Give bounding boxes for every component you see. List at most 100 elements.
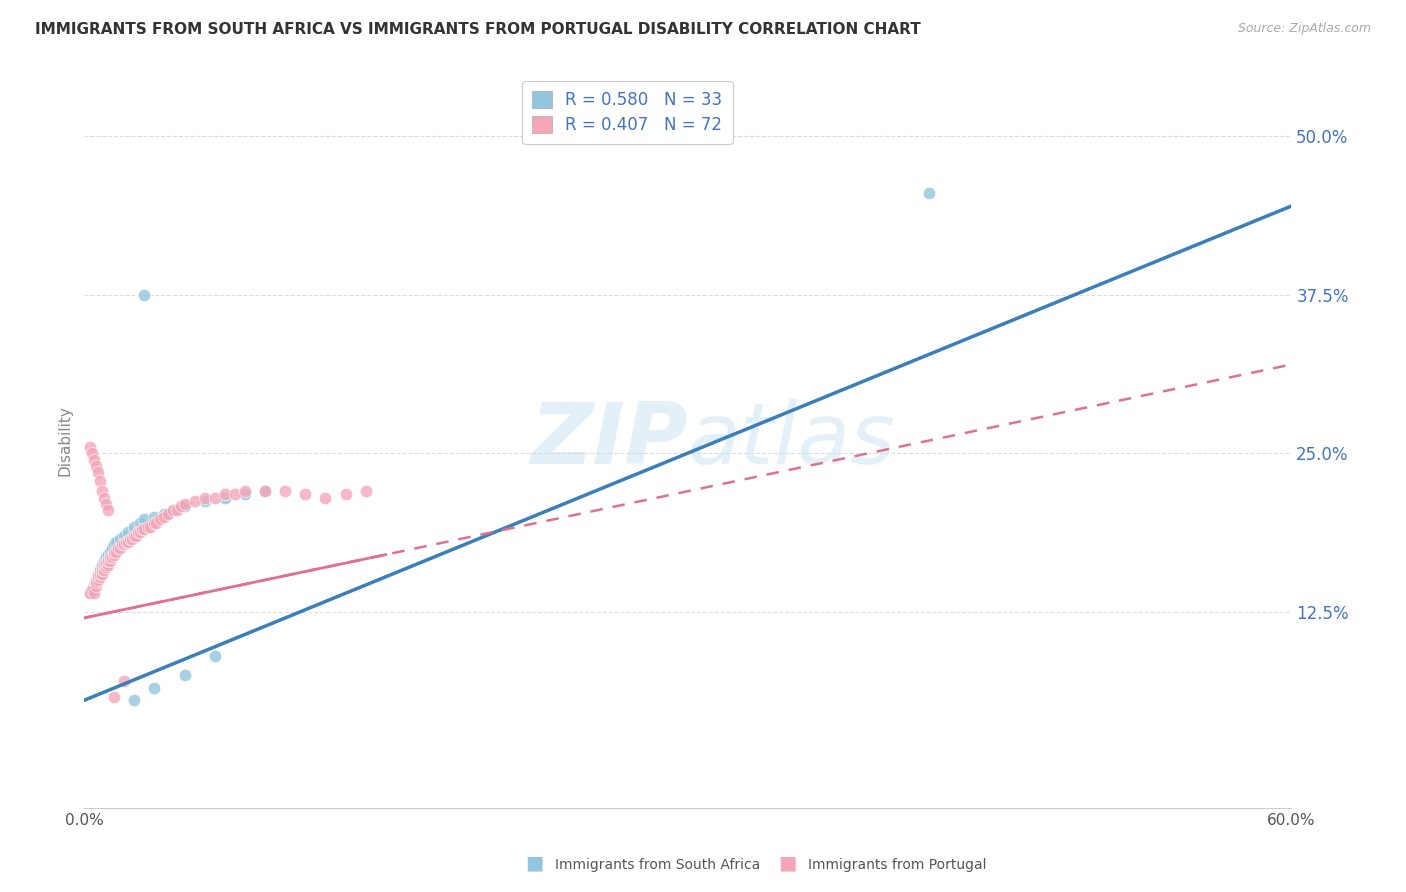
Text: ZIP: ZIP — [530, 399, 688, 482]
Text: ■: ■ — [778, 854, 797, 872]
Point — [98, 545, 121, 559]
Point — [108, 541, 131, 556]
Point — [89, 563, 111, 577]
Point — [254, 484, 277, 499]
Point — [91, 558, 114, 572]
Point — [134, 512, 156, 526]
Point — [112, 528, 135, 542]
Point — [129, 524, 152, 539]
Point — [124, 693, 146, 707]
Point — [93, 491, 115, 505]
Point — [111, 537, 134, 551]
Point — [93, 558, 115, 572]
Point — [115, 535, 138, 549]
Point — [80, 446, 103, 460]
Point — [143, 681, 166, 695]
Point — [103, 548, 125, 562]
Point — [105, 545, 128, 559]
Point — [183, 494, 205, 508]
Text: Immigrants from South Africa: Immigrants from South Africa — [555, 858, 761, 872]
Point — [87, 573, 110, 587]
Point — [83, 579, 105, 593]
Point — [91, 566, 114, 581]
Point — [233, 484, 256, 499]
Text: IMMIGRANTS FROM SOUTH AFRICA VS IMMIGRANTS FROM PORTUGAL DISABILITY CORRELATION : IMMIGRANTS FROM SOUTH AFRICA VS IMMIGRAN… — [35, 22, 921, 37]
Text: ■: ■ — [524, 854, 544, 872]
Point — [918, 186, 941, 201]
Point — [98, 554, 121, 568]
Point — [274, 484, 297, 499]
Point — [143, 509, 166, 524]
Point — [97, 558, 120, 572]
Point — [224, 487, 246, 501]
Point — [87, 566, 110, 581]
Point — [105, 535, 128, 549]
Point — [149, 512, 172, 526]
Point — [120, 533, 142, 547]
Point — [94, 550, 117, 565]
Point — [204, 648, 226, 663]
Point — [169, 500, 191, 514]
Point — [153, 509, 176, 524]
Point — [314, 491, 336, 505]
Point — [354, 484, 377, 499]
Point — [91, 484, 114, 499]
Point — [157, 507, 180, 521]
Point — [91, 563, 114, 577]
Point — [112, 674, 135, 689]
Point — [97, 503, 120, 517]
Point — [84, 573, 107, 587]
Point — [93, 554, 115, 568]
Point — [117, 535, 139, 549]
Point — [233, 487, 256, 501]
Point — [93, 563, 115, 577]
Point — [101, 550, 124, 565]
Text: Source: ZipAtlas.com: Source: ZipAtlas.com — [1237, 22, 1371, 36]
Point — [214, 487, 236, 501]
Point — [80, 583, 103, 598]
Point — [127, 524, 149, 539]
Point — [173, 497, 195, 511]
Point — [89, 570, 111, 584]
Point — [103, 690, 125, 704]
Point — [139, 519, 162, 533]
Point — [254, 484, 277, 499]
Point — [153, 507, 176, 521]
Point — [84, 575, 107, 590]
Point — [79, 440, 101, 454]
Point — [173, 668, 195, 682]
Point — [173, 500, 195, 514]
Point — [335, 487, 357, 501]
Point — [87, 465, 110, 479]
Point — [83, 585, 105, 599]
Point — [166, 503, 188, 517]
Point — [134, 522, 156, 536]
Point — [84, 579, 107, 593]
Point — [129, 516, 152, 530]
Point — [124, 528, 146, 542]
Point — [134, 287, 156, 301]
Point — [94, 560, 117, 574]
Point — [89, 474, 111, 488]
Point — [162, 503, 184, 517]
Point — [87, 569, 110, 583]
Point — [108, 533, 131, 547]
Point — [143, 516, 166, 530]
Point — [94, 557, 117, 571]
Point — [112, 537, 135, 551]
Point — [101, 541, 124, 556]
Y-axis label: Disability: Disability — [58, 405, 72, 476]
Point — [117, 524, 139, 539]
Point — [98, 550, 121, 565]
Point — [131, 522, 153, 536]
Legend: R = 0.580   N = 33, R = 0.407   N = 72: R = 0.580 N = 33, R = 0.407 N = 72 — [522, 81, 733, 145]
Text: atlas: atlas — [688, 399, 896, 482]
Point — [94, 497, 117, 511]
Text: Immigrants from Portugal: Immigrants from Portugal — [808, 858, 987, 872]
Point — [194, 491, 217, 505]
Point — [79, 585, 101, 599]
Point — [83, 452, 105, 467]
Point — [121, 533, 143, 547]
Point — [163, 503, 186, 517]
Point — [124, 519, 146, 533]
